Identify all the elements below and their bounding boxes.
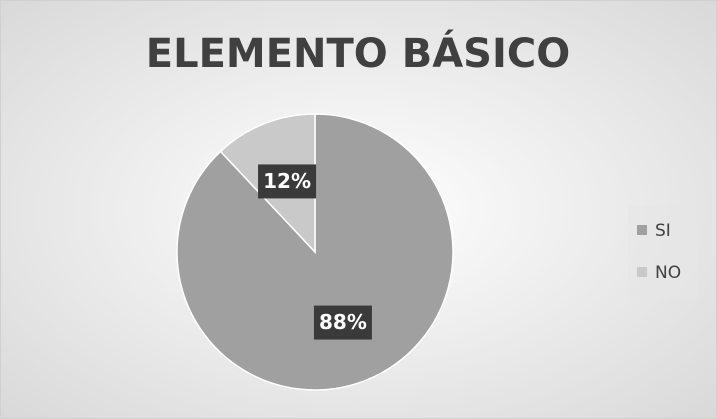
chart-title: ELEMENTO BÁSICO [146,29,570,77]
data-label: 88% [319,310,367,334]
data-label-box [313,305,372,340]
legend-swatch [637,267,647,277]
data-label-box [258,164,317,199]
legend-box [628,205,698,297]
legend-label: NO [655,263,681,283]
legend-label: SI [655,221,671,241]
data-label: 12% [263,169,311,193]
legend-swatch [637,225,647,235]
